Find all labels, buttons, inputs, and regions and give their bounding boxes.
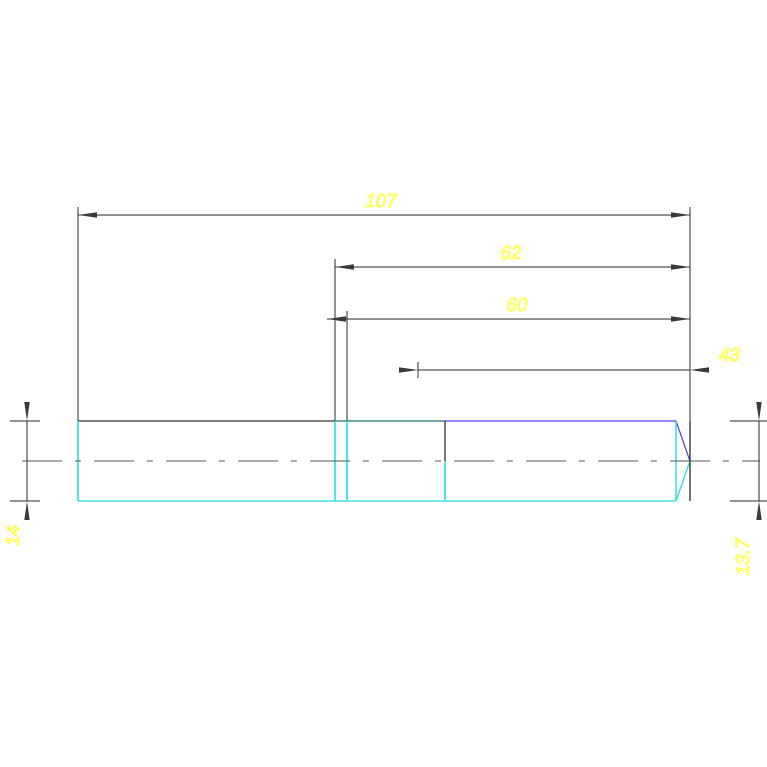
svg-text:43: 43 xyxy=(717,345,742,366)
svg-text:62: 62 xyxy=(499,243,524,264)
svg-text:107: 107 xyxy=(363,191,398,212)
svg-text:14: 14 xyxy=(3,523,24,548)
svg-text:60: 60 xyxy=(505,295,530,316)
svg-text:13.7: 13.7 xyxy=(733,537,754,578)
